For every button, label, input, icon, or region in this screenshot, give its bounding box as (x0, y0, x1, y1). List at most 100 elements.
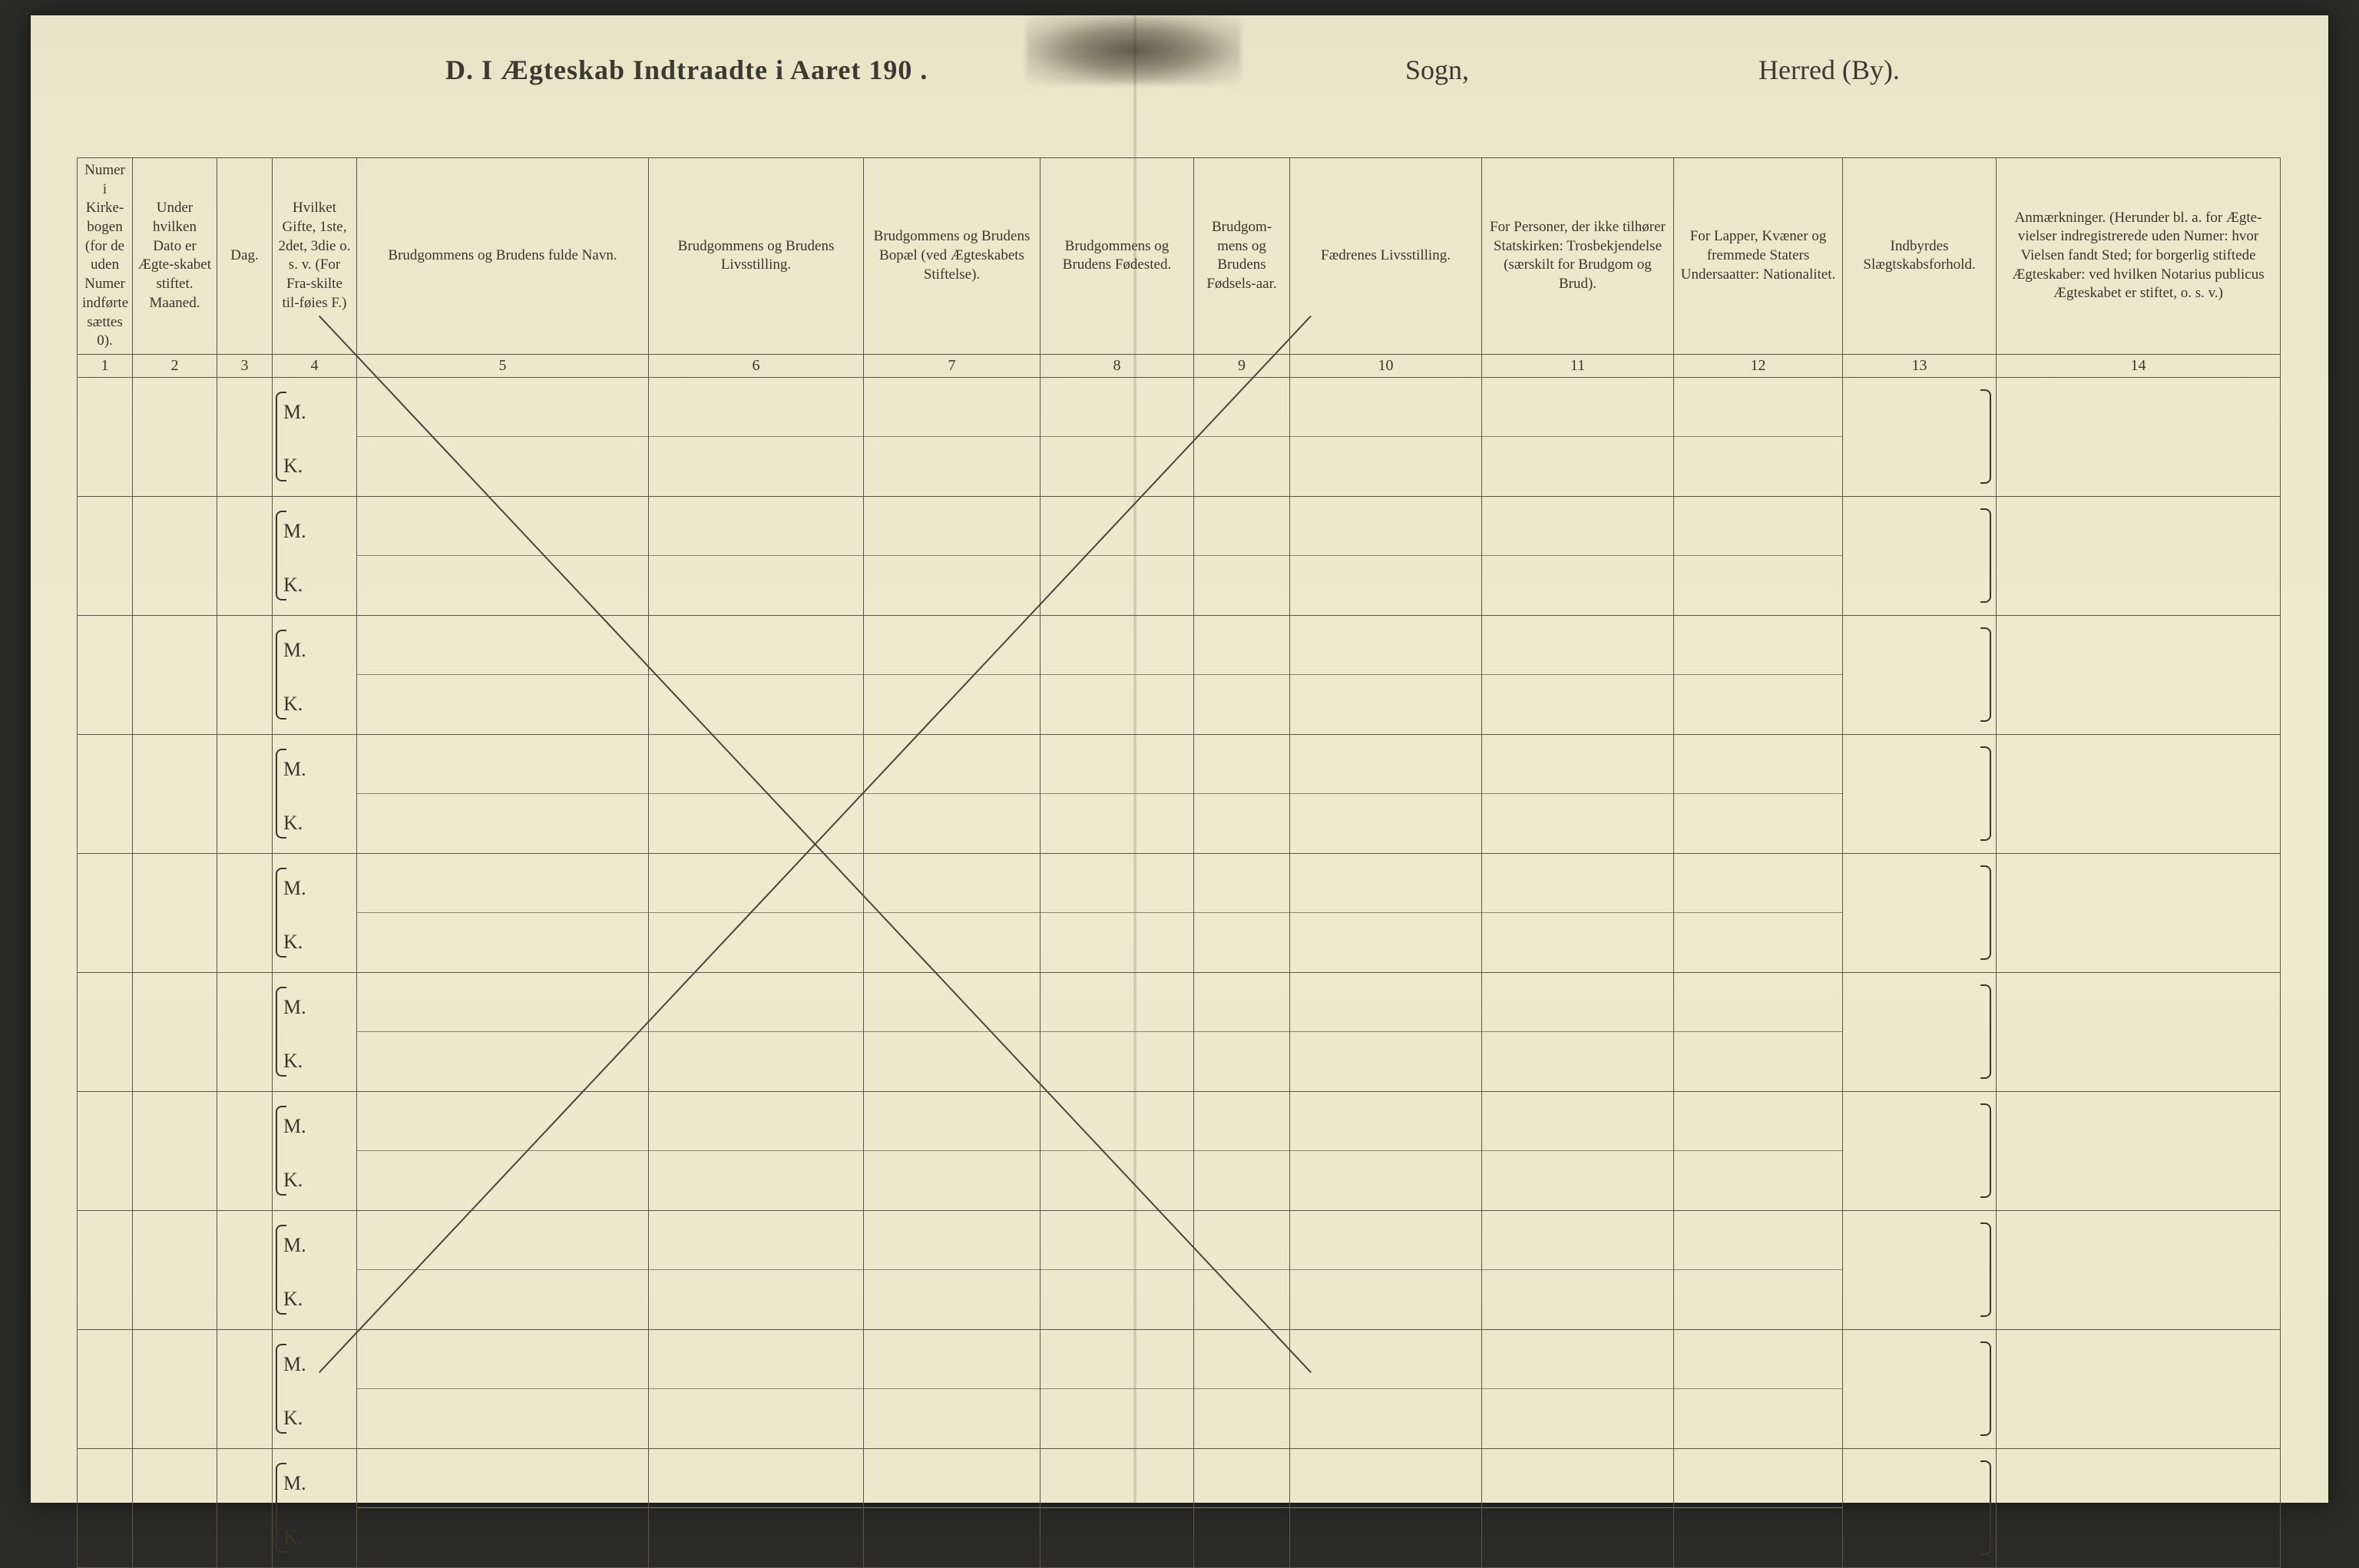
cell-half-k (1194, 1389, 1289, 1448)
cell-half-m (1194, 735, 1289, 794)
cell-half-k (1194, 1270, 1289, 1329)
cell-half-k (1041, 1270, 1193, 1329)
table-cell (1482, 496, 1674, 615)
cell-half-m (1290, 378, 1481, 437)
mk-cell: M.K. (277, 1452, 352, 1564)
table-cell (1674, 1091, 1843, 1210)
table-cell: M.K. (273, 1329, 357, 1448)
table-row: M.K. (78, 1448, 2281, 1567)
cell-half-k (1482, 1389, 1673, 1448)
table-cell (1194, 615, 1290, 734)
cell-half-m (1194, 1330, 1289, 1389)
cell-half-m (864, 378, 1040, 437)
cell-half-m (1674, 854, 1842, 913)
cell-half-m (1041, 854, 1193, 913)
table-cell (1482, 1448, 1674, 1567)
cell-half-m (357, 735, 648, 794)
row-k-label: K. (283, 1288, 303, 1311)
table-cell: M.K. (273, 1448, 357, 1567)
table-cell (1482, 734, 1674, 853)
column-header: Brudgommens og Brudens Bopæl (ved Ægtesk… (864, 158, 1041, 355)
table-cell (217, 1329, 273, 1448)
table-cell (78, 853, 133, 972)
cell-half-m (357, 1211, 648, 1270)
register-table: Numer i Kirke-bogen (for de uden Numer i… (77, 157, 2281, 1568)
cell-half-k (864, 556, 1040, 615)
table-cell (1997, 972, 2281, 1091)
cell-half-k (357, 1508, 648, 1567)
title-left: D. I Ægteskab Indtraadte i Aaret 190 . (445, 54, 928, 86)
cell-half-m (864, 1211, 1040, 1270)
cell-half-k (1674, 1032, 1842, 1091)
table-cell (1997, 853, 2281, 972)
table-cell (1194, 734, 1290, 853)
cell-half-m (1482, 1449, 1673, 1508)
table-cell: M. K. (273, 496, 357, 615)
table-cell (1194, 1448, 1290, 1567)
cell-half-k (1041, 794, 1193, 853)
cell-half-m (1482, 378, 1673, 437)
column-header: Brudgommens og Brudens Livsstilling. (649, 158, 864, 355)
table-row: M.K. (78, 1210, 2281, 1329)
cell-half-m (357, 616, 648, 675)
cell-half-k (1194, 437, 1289, 496)
table-cell (1997, 1448, 2281, 1567)
cell-half-m (357, 1092, 648, 1151)
cell-half-k (357, 1389, 648, 1448)
mk-cell: M.K. (277, 619, 352, 731)
cell-half-m (1194, 973, 1289, 1032)
cell-half-m (1290, 1330, 1481, 1389)
cell-half-k (864, 1270, 1040, 1329)
cell-half-m (649, 1211, 863, 1270)
cell-half-m (357, 497, 648, 556)
cell-half-k (357, 675, 648, 734)
cell-half-m (1041, 616, 1193, 675)
cell-half-k (864, 913, 1040, 972)
cell-half-m (1482, 1211, 1673, 1270)
cell-half-k (864, 1508, 1040, 1567)
right-brace-icon (1980, 865, 1991, 960)
table-cell (1674, 1448, 1843, 1567)
table-cell: M.K. (273, 377, 357, 496)
table-cell (1997, 1091, 2281, 1210)
row-k-label: K. (283, 574, 303, 597)
table-cell (649, 496, 864, 615)
table-cell (1674, 972, 1843, 1091)
cell-half-k (1194, 1508, 1289, 1567)
table-cell (357, 496, 649, 615)
table-cell: M.K. (273, 972, 357, 1091)
cell-half-m (357, 1330, 648, 1389)
cell-half-k (649, 1389, 863, 1448)
right-brace-icon (1980, 389, 1991, 484)
cell-half-k (864, 794, 1040, 853)
cell-half-m (1290, 854, 1481, 913)
table-cell (1843, 972, 1997, 1091)
table-cell (1194, 972, 1290, 1091)
column-header: Dag. (217, 158, 273, 355)
column-header: Numer i Kirke-bogen (for de uden Numer i… (78, 158, 133, 355)
table-cell (1290, 734, 1482, 853)
column-header: Indbyrdes Slægtskabsforhold. (1843, 158, 1997, 355)
table-cell (1674, 853, 1843, 972)
row-k-label: K. (283, 455, 303, 478)
cell-half-m (649, 378, 863, 437)
cell-half-k (1194, 794, 1289, 853)
cell-half-k (1482, 913, 1673, 972)
right-brace-icon (1980, 1222, 1991, 1317)
title-right: Herred (By). (1758, 54, 1900, 86)
column-number: 3 (217, 354, 273, 377)
table-cell (1482, 1210, 1674, 1329)
cell-half-k (1290, 1389, 1481, 1448)
cell-half-m (1041, 497, 1193, 556)
cell-half-m (864, 1330, 1040, 1389)
row-m-label: M. (283, 758, 306, 781)
table-cell (1041, 1091, 1194, 1210)
cell-half-m (1041, 1449, 1193, 1508)
cell-half-m (1482, 497, 1673, 556)
table-cell (864, 496, 1041, 615)
row-m-label: M. (283, 520, 306, 543)
column-number: 9 (1194, 354, 1290, 377)
table-cell (217, 1448, 273, 1567)
row-m-label: M. (283, 877, 306, 900)
table-cell (1482, 972, 1674, 1091)
